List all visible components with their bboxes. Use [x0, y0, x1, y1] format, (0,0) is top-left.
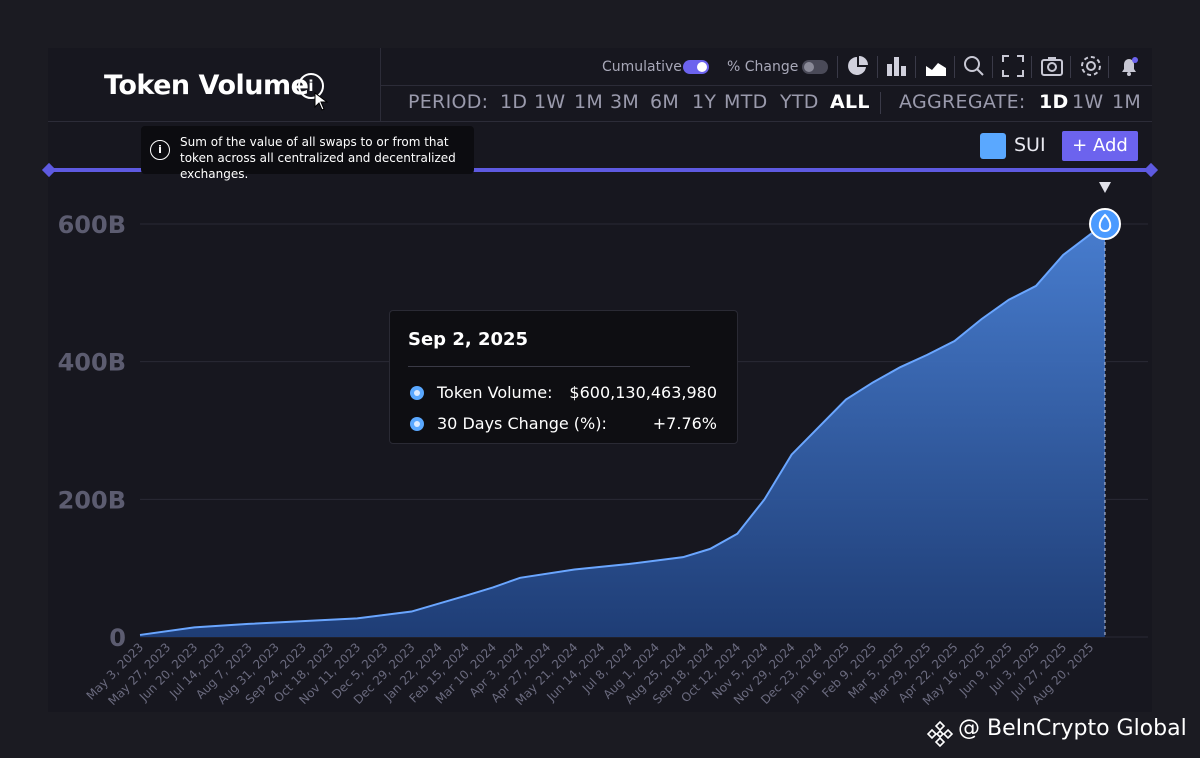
period-option-3m[interactable]: 3M: [610, 91, 640, 113]
period-option-all[interactable]: ALL: [830, 91, 870, 113]
toolbar-separator: [1070, 56, 1071, 78]
hover-divider: [408, 366, 690, 367]
toolbar-separator: [1031, 56, 1032, 78]
info-tooltip: i Sum of the value of all swaps to or fr…: [141, 126, 474, 181]
aggregate-option-1w[interactable]: 1W: [1072, 91, 1104, 113]
watermark-text: @ BeInCrypto Global: [958, 716, 1187, 741]
period-option-1m[interactable]: 1M: [574, 91, 604, 113]
bar-chart-icon[interactable]: [885, 54, 909, 78]
series-color-swatch[interactable]: [980, 133, 1006, 159]
pie-chart-icon[interactable]: [846, 54, 870, 78]
cumulative-toggle[interactable]: [683, 60, 709, 74]
sui-logo-marker: [1089, 208, 1121, 240]
y-tick-label: 400B: [58, 349, 126, 377]
sui-drop-icon: [1098, 213, 1112, 233]
pct-change-toggle[interactable]: [802, 60, 828, 74]
cumulative-label: Cumulative: [602, 59, 682, 75]
period-option-1w[interactable]: 1W: [534, 91, 566, 113]
hover-row-value: $600,130,463,980: [569, 383, 717, 402]
aggregate-label: AGGREGATE:: [899, 91, 1026, 113]
bell-icon[interactable]: [1117, 54, 1141, 78]
period-option-ytd[interactable]: YTD: [780, 91, 819, 113]
toolbar-divider: [380, 85, 1152, 86]
area-chart-icon[interactable]: [924, 54, 948, 78]
toolbar-separator: [1108, 56, 1109, 78]
aggregate-option-1m[interactable]: 1M: [1112, 91, 1142, 113]
hover-date: Sep 2, 2025: [408, 329, 529, 350]
toolbar-separator: [877, 56, 878, 78]
period-option-6m[interactable]: 6M: [650, 91, 680, 113]
series-line-sui: [139, 223, 1106, 636]
y-tick-label: 200B: [58, 486, 126, 514]
toolbar-separator: [837, 56, 838, 78]
hover-row-value: +7.76%: [652, 414, 717, 433]
fullscreen-icon[interactable]: [1001, 54, 1025, 78]
page-title: Token Volume: [104, 70, 309, 101]
series-dot-icon: [410, 417, 424, 431]
range-slider-track[interactable]: [48, 168, 1152, 172]
add-series-button[interactable]: + Add: [1062, 131, 1138, 161]
y-tick-label: 0: [109, 624, 126, 652]
y-tick-label: 600B: [58, 211, 126, 239]
info-icon: i: [150, 140, 170, 160]
info-tooltip-text: Sum of the value of all swaps to or from…: [180, 135, 456, 181]
settings-icon[interactable]: [1079, 54, 1103, 78]
hover-tooltip: Sep 2, 2025 Token Volume: $600,130,463,9…: [389, 310, 738, 444]
toolbar-separator: [954, 56, 955, 78]
period-option-1d[interactable]: 1D: [500, 91, 528, 113]
toolbar-separator: [915, 56, 916, 78]
header-bottom-divider: [48, 121, 1152, 122]
mouse-pointer-icon: [314, 92, 329, 111]
period-label: PERIOD:: [408, 91, 489, 113]
camera-icon[interactable]: [1040, 54, 1064, 78]
period-option-1y[interactable]: 1Y: [692, 91, 717, 113]
binance-logo-icon: [926, 720, 954, 748]
aggregate-option-1d[interactable]: 1D: [1039, 91, 1069, 113]
search-icon[interactable]: [962, 54, 986, 78]
crosshair-caret-icon: [1099, 182, 1111, 193]
toolbar-separator: [880, 92, 881, 114]
series-dot-icon: [410, 386, 424, 400]
series-label: SUI: [1014, 134, 1046, 156]
hover-row-label: Token Volume:: [437, 383, 553, 402]
toolbar-separator: [992, 56, 993, 78]
period-option-mtd[interactable]: MTD: [724, 91, 768, 113]
series-area-sui: [140, 224, 1105, 637]
pct-change-label: % Change: [727, 59, 799, 75]
hover-row-label: 30 Days Change (%):: [437, 414, 607, 433]
info-icon[interactable]: i: [298, 73, 324, 99]
